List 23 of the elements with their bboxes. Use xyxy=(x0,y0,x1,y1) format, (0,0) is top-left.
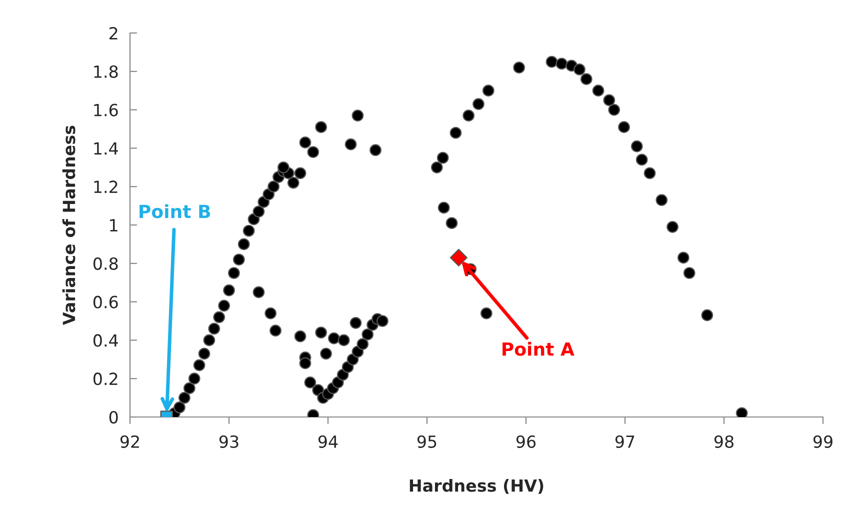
y-tick-label: 0.4 xyxy=(93,334,118,347)
y-tick-label: 0.6 xyxy=(93,296,118,308)
y-tick-label: 0.8 xyxy=(93,257,118,270)
x-tick-label: 95 xyxy=(417,435,436,448)
y-axis-title: Variance of Hardness xyxy=(62,126,76,325)
y-tick-label: 1 xyxy=(110,219,118,232)
annotation: Point B xyxy=(140,204,210,218)
y-tick-label: 0.2 xyxy=(93,372,118,386)
x-axis-title: Hardness (HV) xyxy=(410,478,544,494)
x-tick-label: 98 xyxy=(714,435,734,448)
y-tick-label: 1.4 xyxy=(94,142,118,155)
annotation: Point A xyxy=(502,342,574,356)
x-tick-label: 97 xyxy=(615,435,634,448)
y-tick-label: 1.8 xyxy=(94,65,118,78)
y-tick-label: 2 xyxy=(110,26,118,40)
y-tick-label: 1.6 xyxy=(94,104,118,116)
x-tick-label: 94 xyxy=(318,435,338,448)
x-tick-label: 93 xyxy=(219,435,238,448)
x-tick-label: 96 xyxy=(516,435,536,448)
y-tick-label: 1.2 xyxy=(94,180,118,193)
x-tick-label: 99 xyxy=(813,435,832,448)
x-tick-label: 92 xyxy=(120,435,139,448)
y-tick-label: 0 xyxy=(109,410,118,424)
